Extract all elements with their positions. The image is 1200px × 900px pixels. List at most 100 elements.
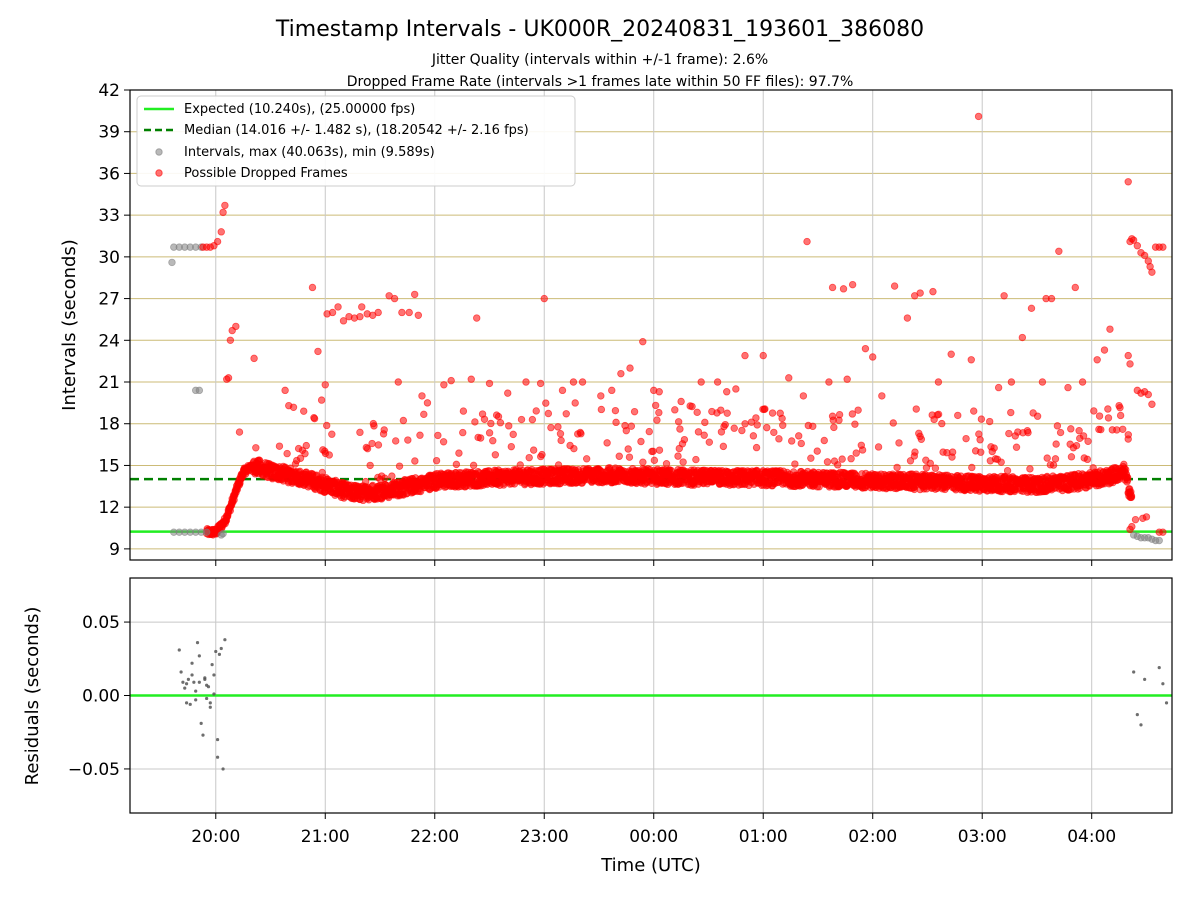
residual-point: [188, 702, 192, 706]
dropped-frame-point: [730, 424, 738, 432]
dropped-frame-point: [807, 454, 815, 462]
dropped-frame-point: [803, 237, 811, 246]
dropped-frame-point: [356, 428, 364, 437]
dropped-frame-point: [1084, 437, 1092, 445]
dropped-frame-point: [655, 408, 663, 417]
dropped-frame-point: [697, 378, 705, 386]
dropped-frame-point: [491, 451, 500, 459]
y-tick-label: 9: [109, 540, 120, 560]
y-tick-label: 42: [98, 81, 120, 101]
dropped-frame-point: [310, 414, 319, 423]
residual-point: [190, 661, 194, 665]
residual-point: [1164, 701, 1169, 705]
dropped-frame-point: [890, 282, 899, 290]
dropped-frame-point: [674, 418, 683, 426]
dropped-frame-point: [977, 448, 985, 456]
dropped-frame-point: [250, 354, 258, 363]
dropped-frame-point: [1104, 414, 1113, 422]
residual-point: [197, 680, 201, 684]
residual-point: [186, 677, 190, 681]
dropped-frame-point: [224, 374, 233, 382]
dropped-frame-point: [469, 461, 478, 470]
dropped-frame-point: [791, 460, 799, 468]
dropped-frame-point: [778, 414, 786, 423]
dropped-frame-point: [617, 369, 625, 378]
dropped-frame-point: [1007, 378, 1016, 386]
residual-point: [210, 663, 214, 667]
dropped-frame-point: [1104, 405, 1112, 413]
dropped-frame-point: [1033, 412, 1042, 420]
dropped-frame-point: [1078, 378, 1087, 386]
dropped-frame-point: [787, 437, 796, 445]
x-tick-label: 22:00: [410, 827, 459, 847]
dropped-frame-point: [494, 412, 503, 421]
dropped-frame-point: [529, 446, 538, 454]
dropped-frame-point: [985, 417, 994, 426]
dropped-frame-point: [1067, 425, 1075, 433]
dropped-frame-point: [374, 308, 382, 317]
dropped-frame-point: [423, 399, 432, 407]
dropped-frame-point: [825, 378, 833, 386]
residual-point: [1161, 682, 1165, 686]
residual-point: [221, 767, 225, 771]
dropped-frame-point: [705, 438, 714, 446]
dropped-frame-point: [948, 448, 957, 456]
dropped-frame-point: [1115, 401, 1123, 410]
dropped-frame-point: [1003, 466, 1012, 475]
dropped-frame-point: [1026, 465, 1034, 473]
dropped-frame-point: [1095, 412, 1104, 420]
chart-subtitle-jitter: Jitter Quality (intervals within +/-1 fr…: [431, 52, 768, 68]
dropped-frame-point: [301, 449, 309, 458]
dropped-frame-point: [854, 406, 862, 414]
dropped-frame-point: [649, 447, 657, 455]
dropped-frame-point: [556, 430, 565, 438]
dropped-frame-point: [558, 386, 567, 395]
dropped-frame-point: [1126, 360, 1134, 368]
dropped-frame-point: [717, 406, 725, 414]
dropped-frame-point: [1131, 515, 1140, 524]
dropped-frame-point: [954, 411, 962, 420]
x-tick-label: 23:00: [520, 827, 569, 847]
dropped-frame-point: [597, 405, 606, 414]
y-tick-label: 12: [98, 498, 120, 518]
dropped-frame-point: [612, 418, 620, 427]
intervals-x-ticks: [215, 560, 1093, 566]
residual-point: [219, 646, 223, 651]
dropped-frame-point: [505, 422, 513, 430]
dropped-frame-point: [1093, 356, 1101, 364]
dropped-frame-point: [480, 415, 489, 423]
dropped-frame-point: [889, 419, 897, 427]
dropped-frame-point: [420, 410, 428, 419]
dropped-frame-point: [440, 381, 448, 389]
dropped-frame-point: [314, 347, 322, 356]
dropped-frame-point: [1124, 178, 1132, 186]
residual-point: [215, 737, 220, 742]
residual-point: [199, 721, 203, 726]
dropped-frame-point: [974, 112, 983, 121]
dropped-frame-point: [701, 418, 709, 427]
dropped-frame-point: [820, 436, 828, 445]
residual-point: [205, 683, 209, 687]
dropped-frame-point: [528, 415, 537, 424]
dropped-frame-point: [390, 294, 399, 303]
dropped-frame-point: [1159, 528, 1167, 536]
residuals-x-ticks: 20:00 21:00 22:00 23:00 00:00 01:00 02:00 03:00…: [191, 813, 1116, 847]
residual-point: [190, 673, 194, 677]
dropped-frame-point: [1127, 492, 1136, 500]
dropped-frame-point: [525, 453, 533, 462]
dropped-frame-point: [1047, 294, 1056, 303]
dropped-frame-point: [1053, 422, 1062, 430]
dropped-frame-point: [363, 444, 372, 453]
dropped-frame-point: [694, 428, 703, 436]
dropped-frame-point: [753, 421, 761, 429]
dropped-frame-point: [459, 407, 468, 415]
dropped-frame-point: [970, 407, 978, 415]
dropped-frame-point: [522, 378, 530, 386]
dropped-frame-point: [308, 283, 317, 292]
dropped-frame-point: [318, 468, 326, 477]
dropped-frame-point: [467, 375, 475, 383]
residual-point: [215, 755, 220, 759]
dropped-frame-point: [1142, 513, 1151, 521]
dropped-frame-point: [639, 337, 647, 346]
